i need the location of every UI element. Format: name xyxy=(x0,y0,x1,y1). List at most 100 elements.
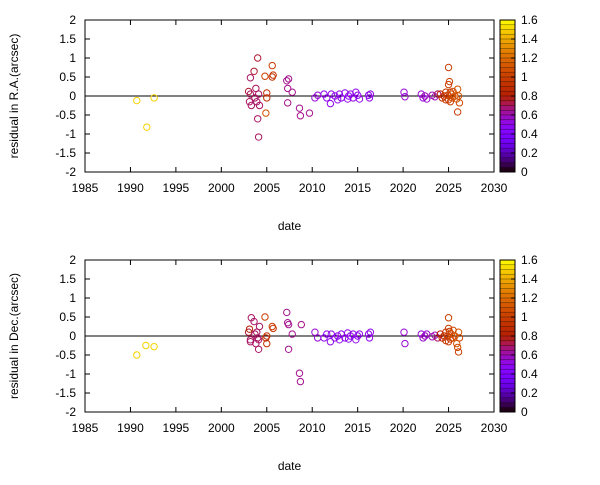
y-tick-label: 1 xyxy=(69,51,76,65)
y-tick-label: -2 xyxy=(65,405,76,419)
data-point xyxy=(283,84,292,93)
y-tick-label: -1.5 xyxy=(55,146,76,160)
colorbar-tick-label: 0.4 xyxy=(521,367,538,381)
y-tick-label: -2 xyxy=(65,165,76,179)
data-point xyxy=(142,341,150,350)
colorbar-band xyxy=(500,53,515,59)
colorbar-band xyxy=(500,48,515,54)
colorbar-band xyxy=(500,58,515,64)
colorbar-band xyxy=(500,302,515,308)
data-point xyxy=(447,330,455,338)
colorbar-band xyxy=(500,350,515,356)
colorbar-band xyxy=(500,43,515,49)
data-point xyxy=(417,90,425,98)
colorbar-band xyxy=(500,29,515,35)
colorbar-band xyxy=(500,359,515,365)
data-point xyxy=(365,94,374,102)
data-point xyxy=(453,343,462,352)
data-point xyxy=(263,339,271,348)
data-point xyxy=(423,95,431,103)
colorbar-band xyxy=(500,91,515,97)
data-point xyxy=(283,308,291,317)
x-tick-label: 1990 xyxy=(117,421,144,435)
data-point xyxy=(262,109,270,117)
colorbar-band xyxy=(500,298,515,304)
colorbar-band xyxy=(500,307,515,313)
y-tick-label: 0 xyxy=(69,89,76,103)
data-point xyxy=(364,330,373,338)
data-point xyxy=(355,95,364,103)
x-tick-label: 2015 xyxy=(344,181,371,195)
y-axis-label: residual in R.A.(arcsec) xyxy=(7,34,21,159)
colorbar-band xyxy=(500,288,515,294)
colorbar-band xyxy=(500,86,515,92)
data-point xyxy=(295,369,304,377)
data-point xyxy=(246,90,255,98)
data-point xyxy=(444,63,453,72)
colorbar-band xyxy=(500,378,515,384)
y-tick-label: 1 xyxy=(69,291,76,305)
data-point xyxy=(344,92,353,100)
data-point xyxy=(401,339,409,348)
colorbar-band xyxy=(500,317,515,323)
y-tick-label: 0.5 xyxy=(59,310,76,324)
y-tick-label: 0 xyxy=(69,329,76,343)
colorbar-tick-label: 0.6 xyxy=(521,108,538,122)
data-point xyxy=(284,75,293,83)
colorbar-band xyxy=(500,397,515,403)
data-point xyxy=(283,99,292,107)
data-point xyxy=(284,320,293,329)
colorbar-tick-label: 1.6 xyxy=(521,253,538,267)
x-tick-label: 2000 xyxy=(208,421,235,435)
colorbar-band xyxy=(500,331,515,337)
x-tick-label: 2000 xyxy=(208,181,235,195)
y-tick-label: -1 xyxy=(65,367,76,381)
colorbar-band xyxy=(500,269,515,275)
data-point xyxy=(445,77,454,86)
data-point xyxy=(296,112,305,120)
data-point xyxy=(305,109,314,117)
data-point xyxy=(261,72,269,80)
data-point xyxy=(263,332,271,340)
colorbar-tick-label: 0.4 xyxy=(521,127,538,141)
data-point xyxy=(440,92,448,100)
data-point xyxy=(245,325,254,333)
data-point xyxy=(326,99,335,108)
data-point xyxy=(421,332,429,340)
colorbar-band xyxy=(500,105,515,111)
x-tick-label: 1985 xyxy=(72,181,99,195)
data-point xyxy=(263,94,271,102)
colorbar-band xyxy=(500,402,515,408)
data-point xyxy=(246,74,255,82)
data-point xyxy=(288,330,296,338)
x-tick-label: 2005 xyxy=(253,421,280,435)
data-point xyxy=(295,104,304,112)
data-point xyxy=(150,342,158,351)
colorbar-tick-label: 1.2 xyxy=(521,51,538,65)
colorbar-tick-label: 1.6 xyxy=(521,13,538,27)
y-tick-label: 2 xyxy=(69,13,76,27)
data-point xyxy=(297,320,306,329)
colorbar-band xyxy=(500,364,515,370)
x-tick-label: 1990 xyxy=(117,181,144,195)
colorbar-tick-label: 0.6 xyxy=(521,348,538,362)
data-point xyxy=(455,334,464,342)
chart-panel-dec: 1985 1990 1995 2000 2005 2010 2015 2020 2025 2030… xyxy=(7,253,538,473)
data-point xyxy=(268,73,276,81)
data-point xyxy=(335,90,344,98)
data-point xyxy=(400,88,408,96)
colorbar-tick-label: 0 xyxy=(521,405,528,419)
colorbar-band xyxy=(500,336,515,342)
data-point xyxy=(326,338,335,346)
colorbar-band xyxy=(500,167,515,173)
y-axis-label: residual in Dec.(arcsec) xyxy=(7,273,21,399)
data-point xyxy=(455,99,464,107)
x-tick-label: 2010 xyxy=(299,181,326,195)
colorbar-band xyxy=(500,24,515,30)
colorbar-band xyxy=(500,293,515,299)
colorbar-band xyxy=(500,345,515,351)
colorbar-band xyxy=(500,279,515,285)
data-point xyxy=(261,313,269,321)
colorbar-tick-label: 1 xyxy=(521,70,528,84)
x-axis-label: date xyxy=(278,219,302,233)
